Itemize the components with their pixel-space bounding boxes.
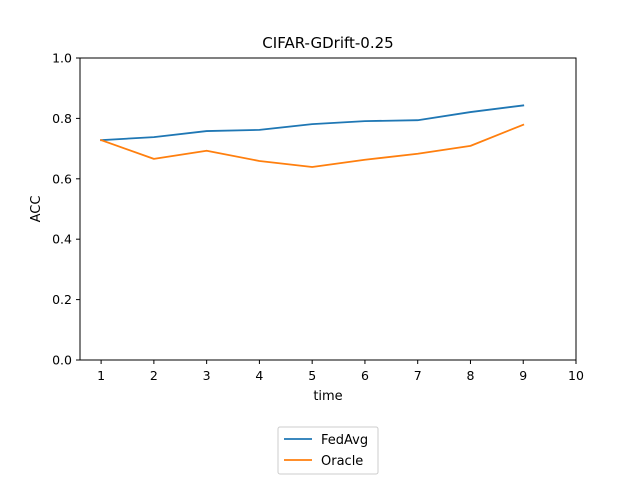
y-axis: 0.0 0.2 0.4 0.6 0.8 1.0 <box>52 51 80 368</box>
y-axis-label: ACC <box>29 196 44 223</box>
y-tick-label: 1.0 <box>52 51 72 66</box>
y-tick-label: 0.2 <box>52 292 72 307</box>
x-tick-label: 4 <box>255 368 263 383</box>
x-tick-label: 2 <box>150 368 158 383</box>
y-tick-label: 0.4 <box>52 232 72 247</box>
series-layer <box>99 104 525 168</box>
x-axis: 1 2 3 4 5 6 7 8 9 10 <box>97 360 584 383</box>
legend-label-fedavg: FedAvg <box>321 433 368 448</box>
x-tick-label: 10 <box>568 368 584 383</box>
x-tick-label: 3 <box>203 368 211 383</box>
x-axis-label: time <box>313 389 342 404</box>
chart-title: CIFAR-GDrift-0.25 <box>262 34 393 52</box>
x-tick-label: 5 <box>308 368 316 383</box>
y-tick-label: 0.6 <box>52 171 72 186</box>
legend-label-oracle: Oracle <box>321 454 363 469</box>
x-tick-label: 7 <box>414 368 422 383</box>
series-line-oracle <box>99 123 525 168</box>
y-tick-label: 0.8 <box>52 111 72 126</box>
legend: FedAvg Oracle <box>277 426 379 475</box>
x-tick-label: 8 <box>466 368 474 383</box>
series-line-fedavg <box>100 104 525 142</box>
plot-area <box>79 57 577 361</box>
plot-frame <box>79 57 577 361</box>
x-tick-label: 9 <box>519 368 527 383</box>
y-tick-label: 0.0 <box>52 353 72 368</box>
x-tick-label: 1 <box>97 368 105 383</box>
x-tick-label: 6 <box>361 368 369 383</box>
